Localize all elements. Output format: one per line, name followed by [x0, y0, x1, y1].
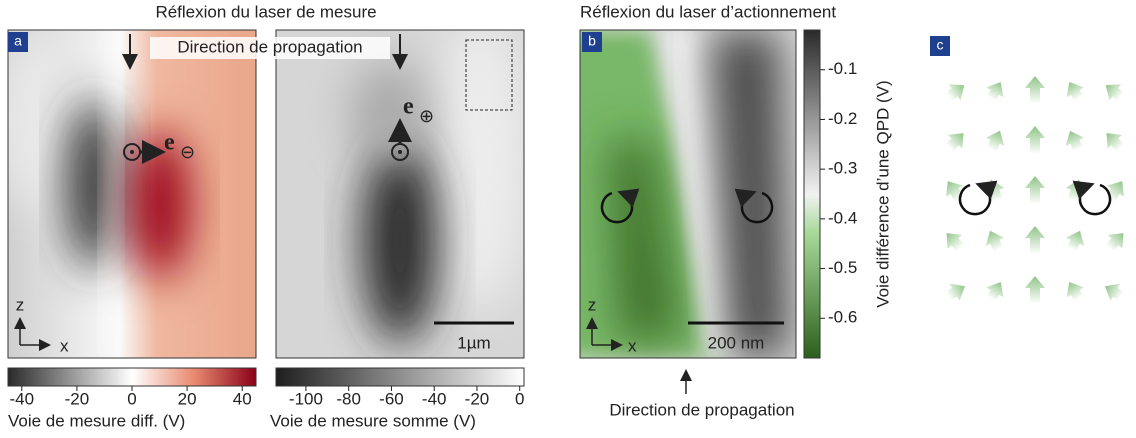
field-arrow: [985, 230, 1005, 252]
heatmap-sum: [276, 30, 524, 358]
annotation: Direction de propagation: [177, 37, 362, 56]
tick-label: -0.5: [828, 258, 857, 277]
tick-label: -100: [289, 389, 323, 408]
tick-label: 40: [233, 389, 252, 408]
vector-subscript: ⊕: [419, 106, 434, 126]
tick-label: -80: [336, 389, 361, 408]
tick-label: 0: [127, 389, 136, 408]
tick-label: -60: [379, 389, 404, 408]
tick-label: -0.1: [828, 59, 857, 78]
tick-label: -0.3: [828, 159, 857, 178]
field-arrow: [946, 233, 965, 252]
vector-symbol: e: [403, 94, 414, 120]
field-arrow: [1065, 230, 1085, 252]
axis-label: z: [16, 295, 25, 314]
field-arrow: [1066, 81, 1084, 101]
colorbar: [803, 29, 821, 359]
tick-label: -40: [9, 389, 34, 408]
tick-label: -0.4: [828, 208, 857, 227]
tick-label: -0.6: [828, 308, 857, 327]
field-arrow: [1065, 179, 1085, 203]
colorbar: [7, 367, 257, 387]
panel-label: b: [588, 33, 596, 49]
field-arrow: [1025, 76, 1045, 104]
field-arrow: [1025, 176, 1045, 204]
axis-label: x: [60, 336, 69, 355]
field-arrow: [1105, 283, 1124, 301]
field-arrow: [1105, 233, 1124, 252]
colorbar-label: Voie de mesure somme (V): [270, 411, 476, 430]
colorbar-label: Voie de mesure diff. (V): [8, 411, 185, 430]
field-arrow: [985, 130, 1005, 152]
vector-subscript: ⊖: [180, 142, 195, 162]
axis-label: z: [588, 295, 597, 314]
tick-label: -20: [465, 389, 490, 408]
heatmap-diff: [8, 30, 256, 358]
field-arrow: [986, 81, 1004, 101]
annotation: Direction de propagation: [609, 400, 794, 419]
scale-bar-label: 1µm: [457, 333, 490, 352]
panel-label: a: [14, 33, 22, 49]
panel-title: Réflexion du laser d’actionnement: [580, 2, 836, 21]
field-arrow: [945, 133, 964, 152]
tick-label: 0: [515, 389, 524, 408]
field-arrow: [1065, 130, 1085, 152]
panel-title: Réflexion du laser de mesure: [155, 2, 376, 21]
field-arrow: [1025, 226, 1045, 254]
field-arrow: [1025, 126, 1045, 154]
field-arrow: [946, 283, 965, 301]
tick-label: -0.2: [828, 109, 857, 128]
axis-label: x: [628, 336, 637, 355]
vector-symbol: e: [164, 130, 175, 156]
field-arrow: [985, 179, 1005, 203]
tick-label: -40: [422, 389, 447, 408]
field-arrow: [1105, 84, 1125, 101]
colorbar-label: Voie différence d’une QPD (V): [873, 80, 892, 307]
tick-label: 20: [178, 389, 197, 408]
colorbar: [275, 367, 525, 387]
field-arrow: [1066, 282, 1084, 301]
field-arrow: [1025, 276, 1045, 304]
field-arrow: [986, 282, 1004, 301]
field-arrow: [1106, 133, 1125, 152]
scale-bar-label: 200 nm: [708, 333, 765, 352]
panel-label: c: [937, 37, 944, 53]
heatmap-qpd: [580, 30, 796, 358]
field-arrow: [945, 84, 965, 101]
vector-field: [945, 76, 1125, 304]
tick-label: -20: [65, 389, 90, 408]
